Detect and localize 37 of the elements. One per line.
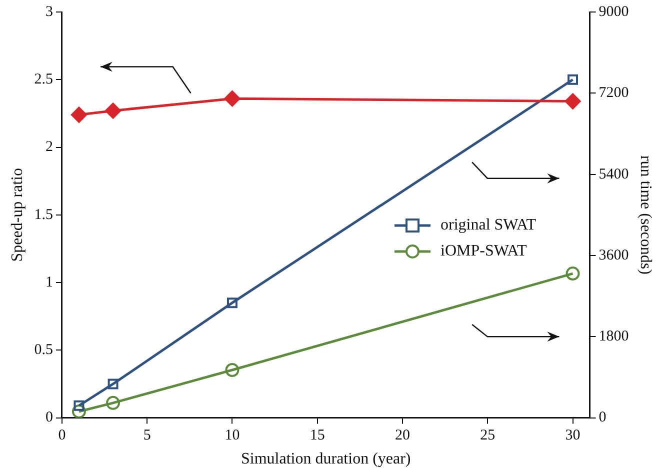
point (72, 404, 86, 418)
y-tick-label: 3 (45, 4, 53, 20)
point (226, 298, 238, 308)
legend-label: original SWAT (440, 216, 536, 234)
x-tick-label: 25 (480, 428, 496, 444)
y-tick-label: 1 (45, 274, 53, 290)
x-tick-label: 5 (143, 428, 151, 444)
point (105, 102, 122, 119)
y2-axis-title: run time (seconds) (637, 155, 654, 274)
y-tick-label: 2 (45, 139, 53, 156)
x-tick-label: 15 (310, 428, 325, 444)
point (564, 93, 581, 110)
x-tick-label: 10 (224, 428, 240, 444)
x-tick-label: 0 (58, 428, 66, 444)
point (70, 106, 87, 123)
point (106, 396, 120, 410)
y-axis-title: Speed-up ratio (8, 168, 26, 262)
point (74, 400, 84, 411)
y2-tick-label: 7200 (598, 85, 629, 102)
y-tick-label: 2.5 (34, 72, 53, 88)
x-axis-title: Simulation duration (year) (241, 450, 411, 468)
y2-tick-label: 9000 (598, 4, 629, 20)
y-tick-label: 0.5 (34, 342, 53, 358)
legend-label: iOMP-SWAT (440, 242, 527, 260)
y2-tick-label: 3600 (598, 247, 629, 264)
y2-tick-label: 1800 (598, 328, 629, 345)
point (225, 363, 240, 378)
point (568, 74, 578, 85)
point (108, 378, 118, 390)
y-tick-label: 0 (45, 410, 53, 426)
y2-tick-label: 0 (598, 410, 606, 426)
point (224, 90, 240, 107)
x-tick-label: 20 (395, 428, 410, 444)
y-tick-label: 1.5 (34, 206, 53, 223)
point (566, 266, 580, 281)
x-tick-label: 30 (565, 428, 580, 444)
y2-tick-label: 5400 (598, 166, 629, 182)
